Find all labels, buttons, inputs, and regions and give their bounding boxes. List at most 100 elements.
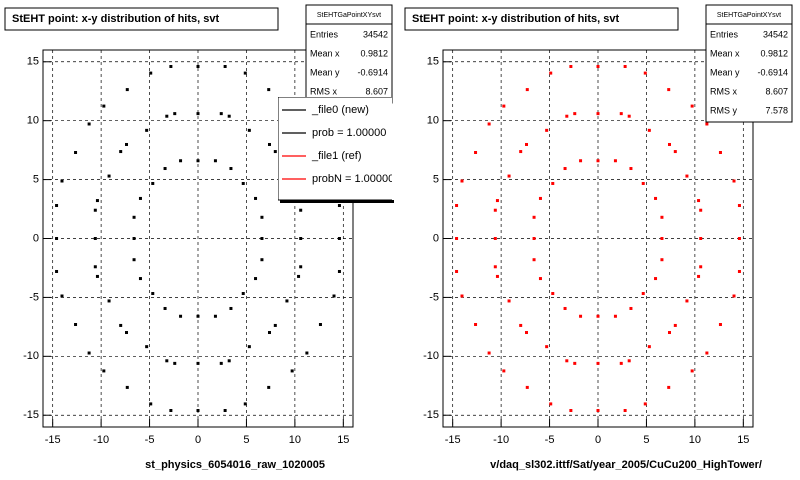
hit-point (119, 323, 123, 327)
x-tick-label: 15 (737, 434, 749, 446)
y-tick-label: -5 (29, 291, 39, 303)
legend-label: prob = 1.00000 (312, 127, 386, 139)
hit-point (337, 204, 341, 208)
hit-point (165, 114, 169, 118)
legend-label: _file0 (new) (311, 104, 369, 116)
hit-point (229, 306, 233, 310)
hit-point (93, 237, 97, 240)
hit-point (545, 345, 549, 349)
hit-point (196, 409, 200, 413)
hit-point (55, 237, 59, 240)
hit-point (532, 258, 536, 262)
y-tick-label: 10 (27, 115, 39, 127)
hit-point (223, 409, 227, 413)
stats-value: 8.607 (365, 86, 388, 96)
stats-key: RMS y (710, 105, 738, 115)
stats-title: StEHTGaPointXYsvt (317, 12, 381, 19)
hit-point (196, 314, 200, 318)
y-tick-label: -10 (23, 350, 39, 362)
hit-point (196, 361, 200, 365)
stats-key: Entries (710, 29, 739, 39)
hit-point (538, 277, 542, 281)
x-tick-label: -5 (145, 434, 155, 446)
hit-point (699, 237, 703, 240)
hit-point (151, 181, 155, 185)
x-tick-label: 15 (337, 434, 349, 446)
hit-point (247, 345, 251, 349)
hit-point (299, 265, 303, 269)
x-tick-label: 5 (243, 434, 249, 446)
hit-point (699, 208, 703, 212)
chart-title: StEHT point: x-y distribution of hits, s… (12, 13, 219, 25)
y-tick-label: 5 (33, 174, 39, 186)
hit-point (179, 314, 183, 318)
hit-point (596, 64, 600, 68)
hit-point (643, 71, 647, 75)
hit-point (493, 208, 497, 212)
y-tick-label: 0 (433, 232, 439, 244)
hit-point (132, 215, 136, 219)
hit-point (629, 167, 633, 171)
hit-point (493, 237, 497, 240)
stats-value: 34542 (763, 29, 788, 39)
hit-point (697, 199, 701, 203)
hit-point (243, 71, 247, 75)
hit-point (579, 314, 583, 318)
stats-key: Mean y (310, 67, 340, 77)
hit-point (718, 150, 722, 154)
hit-point (718, 323, 722, 327)
hit-point (596, 361, 600, 365)
hit-point (660, 215, 664, 219)
hit-point (667, 142, 671, 146)
hit-point (690, 369, 694, 373)
hit-point (685, 299, 689, 303)
legend-label: _file1 (ref) (311, 150, 362, 162)
hit-point (297, 274, 301, 278)
hit-point (290, 369, 294, 373)
y-tick-label: -15 (423, 409, 439, 421)
hits (55, 64, 341, 413)
stats-value: 34542 (363, 29, 388, 39)
hit-point (273, 150, 277, 154)
hit-point (525, 385, 529, 389)
legend-shadow (280, 200, 394, 203)
hits (455, 64, 741, 413)
legend-label: probN = 1.00000 (312, 173, 394, 185)
hit-point (573, 361, 577, 365)
hit-point (163, 306, 167, 310)
hit-point (305, 351, 309, 355)
x-tick-label: -10 (493, 434, 509, 446)
hit-point (667, 385, 671, 389)
hit-point (241, 181, 245, 185)
hit-point (260, 237, 264, 240)
hit-point (455, 237, 459, 240)
hit-point (551, 292, 555, 296)
hit-point (623, 409, 627, 413)
hit-point (569, 64, 573, 68)
hit-point (474, 150, 478, 154)
stats-value: 7.578 (765, 105, 788, 115)
title-box (4, 7, 279, 31)
stats-value: 0.9812 (360, 48, 388, 58)
hit-point (93, 265, 97, 269)
hit-point (299, 208, 303, 212)
hit-point (223, 64, 227, 68)
stats-key: RMS x (710, 86, 738, 96)
hit-point (87, 122, 91, 126)
y-tick-label: 5 (433, 174, 439, 186)
hit-point (619, 112, 623, 116)
hit-point (151, 292, 155, 296)
hit-point (579, 159, 583, 163)
hit-point (169, 64, 173, 68)
y-tick-label: 15 (27, 56, 39, 68)
hit-point (163, 167, 167, 171)
x-tick-label: 0 (595, 434, 601, 446)
hit-point (525, 142, 529, 146)
hit-point (267, 142, 271, 146)
hit-point (525, 88, 529, 92)
hit-point (107, 174, 111, 178)
x-axis-label: v/daq_sl302.ittf/Sat/year_2005/CuCu200_H… (490, 459, 762, 471)
hit-point (145, 128, 149, 132)
hit-point (149, 402, 153, 406)
